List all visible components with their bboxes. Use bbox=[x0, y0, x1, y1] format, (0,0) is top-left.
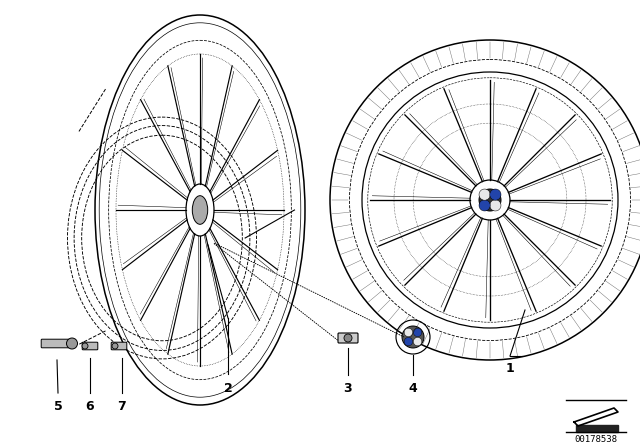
Ellipse shape bbox=[192, 196, 208, 224]
Circle shape bbox=[404, 328, 413, 336]
Circle shape bbox=[344, 334, 352, 342]
FancyBboxPatch shape bbox=[111, 342, 127, 350]
Circle shape bbox=[490, 189, 501, 200]
Circle shape bbox=[479, 189, 501, 211]
Text: 5: 5 bbox=[54, 400, 62, 413]
FancyBboxPatch shape bbox=[338, 333, 358, 343]
Circle shape bbox=[479, 189, 490, 200]
Text: 1: 1 bbox=[506, 362, 515, 375]
Text: 3: 3 bbox=[344, 382, 352, 395]
Circle shape bbox=[490, 200, 501, 211]
FancyBboxPatch shape bbox=[41, 339, 69, 348]
Polygon shape bbox=[576, 425, 618, 432]
Circle shape bbox=[402, 326, 424, 348]
Circle shape bbox=[413, 328, 422, 336]
Circle shape bbox=[479, 200, 490, 211]
Circle shape bbox=[413, 337, 422, 346]
FancyBboxPatch shape bbox=[82, 342, 98, 350]
Text: 2: 2 bbox=[223, 382, 232, 395]
Text: 4: 4 bbox=[408, 382, 417, 395]
Text: 6: 6 bbox=[86, 400, 94, 413]
Text: 00178538: 00178538 bbox=[575, 435, 618, 444]
Circle shape bbox=[404, 337, 413, 346]
Text: 7: 7 bbox=[118, 400, 126, 413]
Circle shape bbox=[112, 343, 118, 349]
Circle shape bbox=[82, 343, 88, 349]
Circle shape bbox=[67, 338, 77, 349]
